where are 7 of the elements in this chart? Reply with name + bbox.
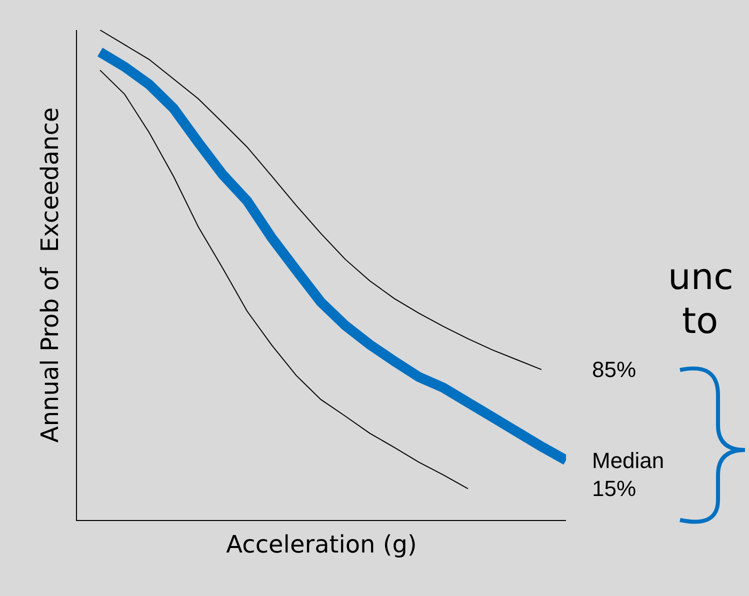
text: unc (668, 257, 734, 298)
text: 15% (592, 476, 636, 501)
y-axis-title: Annual Prob of Exceedance (36, 107, 64, 443)
text: 85% (592, 357, 636, 382)
series-label: Median (592, 448, 664, 473)
x-axis-title: Acceleration (g) (226, 530, 417, 558)
text: to (682, 301, 718, 342)
